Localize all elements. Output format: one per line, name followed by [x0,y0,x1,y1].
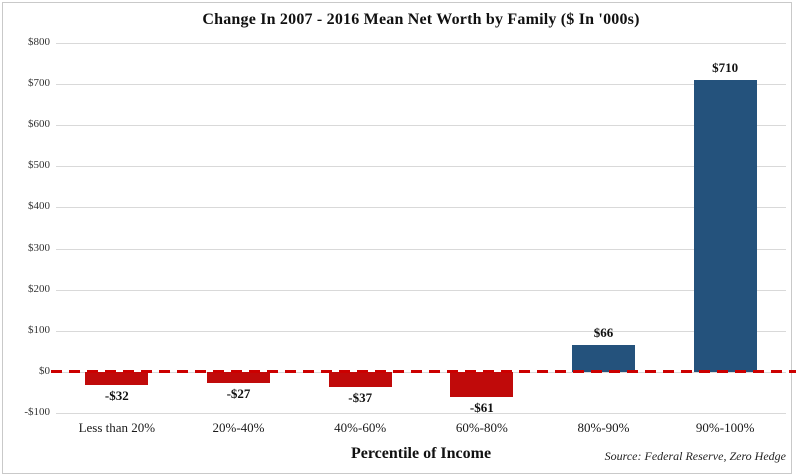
bar-negative [450,371,514,397]
y-tick-label: $500 [28,159,50,172]
bar-value-label: -$37 [348,390,373,406]
bar-negative [85,371,149,386]
y-gridline [56,248,786,250]
y-gridline [56,125,786,127]
bar-value-label: -$32 [104,388,129,404]
bar-negative [207,371,270,383]
x-tick-label: 20%-40% [212,420,265,435]
y-tick-label: $700 [28,77,50,90]
x-tick-label: 60%-80% [455,420,508,435]
x-tick-label: 80%-90% [577,420,630,435]
y-gridline [56,207,786,209]
bar-positive [572,344,635,372]
y-gridline [56,330,786,332]
y-gridline [56,289,786,291]
zero-dashed-line [51,370,796,374]
y-gridline [56,84,786,86]
chart-title: Change In 2007 - 2016 Mean Net Worth by … [202,11,640,28]
x-tick-label: 40%-60% [334,420,387,435]
y-gridline [56,413,786,414]
y-gridline [56,166,786,168]
bar-value-label: -$27 [226,385,251,401]
bar-value-label: $66 [593,324,614,340]
y-tick-label: $100 [28,323,50,336]
y-tick-label: $600 [28,118,50,131]
x-tick-label: 90%-100% [695,420,755,435]
y-tick-label: -$100 [24,406,50,418]
y-tick-label: $800 [28,36,50,48]
y-tick-label: $200 [28,282,50,295]
y-gridline [56,43,786,44]
y-tick-label: $0 [39,364,50,377]
x-tick-label: Less than 20% [78,420,156,435]
plot-area: -$100 $0 $100 $200 $300 $400 $500 $600 $700 $800 -… [24,36,796,435]
bar-negative [328,371,392,388]
x-axis-title: Percentile of Income [350,445,492,462]
y-tick-label: $300 [28,241,50,254]
y-tick-label: $400 [28,200,50,213]
source-note: Source: Federal Reserve, Zero Hedge [604,449,786,463]
bar-value-label: $710 [712,60,739,75]
bar-positive [693,80,757,372]
bar-value-label: -$61 [469,399,494,415]
